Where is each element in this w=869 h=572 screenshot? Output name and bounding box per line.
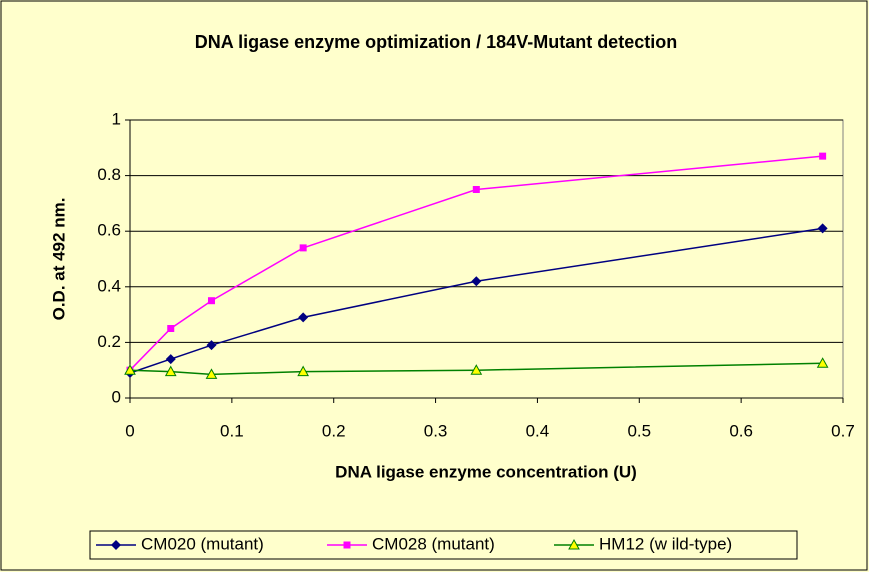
x-tick-label: 0.2 bbox=[322, 421, 346, 440]
x-tick-label: 0.5 bbox=[627, 421, 651, 440]
point bbox=[164, 365, 177, 377]
point bbox=[471, 276, 482, 287]
point bbox=[111, 540, 121, 550]
point bbox=[297, 365, 310, 377]
y-tick-label: 0.4 bbox=[97, 276, 121, 295]
series-line bbox=[129, 227, 823, 374]
point bbox=[343, 541, 351, 549]
y-tick-label: 1 bbox=[112, 109, 121, 128]
y-tick-label: 0.2 bbox=[97, 332, 121, 351]
point bbox=[816, 357, 829, 368]
point bbox=[472, 186, 480, 193]
point bbox=[568, 538, 580, 550]
point bbox=[299, 244, 307, 252]
x-tick-label: 0.1 bbox=[220, 421, 244, 440]
x-tick-label: 0.4 bbox=[526, 421, 550, 440]
y-tick-label: 0.6 bbox=[97, 221, 121, 240]
legend-label: CM028 (mutant) bbox=[372, 534, 495, 553]
x-tick-label: 0.7 bbox=[831, 421, 855, 440]
legend-label: HM12 (w ild-type) bbox=[599, 534, 732, 553]
y-axis-title: O.D. at 492 nm. bbox=[49, 198, 68, 321]
y-tick-label: 0 bbox=[112, 387, 121, 406]
point bbox=[165, 354, 176, 365]
point bbox=[298, 312, 309, 323]
legend-box bbox=[89, 530, 798, 560]
point bbox=[817, 223, 828, 234]
x-axis-title: DNA ligase enzyme concentration (U) bbox=[335, 462, 637, 481]
series-line bbox=[129, 362, 823, 376]
legend-label: CM020 (mutant) bbox=[141, 534, 264, 553]
point bbox=[206, 340, 217, 351]
series-line bbox=[129, 155, 823, 371]
point bbox=[167, 325, 175, 332]
point bbox=[205, 368, 218, 379]
chart-title: DNA ligase enzyme optimization / 184V-Mu… bbox=[195, 32, 677, 52]
point bbox=[124, 364, 136, 375]
point bbox=[207, 297, 215, 305]
point bbox=[470, 364, 483, 375]
x-tick-label: 0.6 bbox=[729, 421, 753, 440]
x-tick-label: 0 bbox=[125, 421, 134, 440]
y-tick-label: 0.8 bbox=[97, 165, 121, 184]
point bbox=[819, 152, 827, 160]
x-tick-label: 0.3 bbox=[424, 421, 448, 440]
